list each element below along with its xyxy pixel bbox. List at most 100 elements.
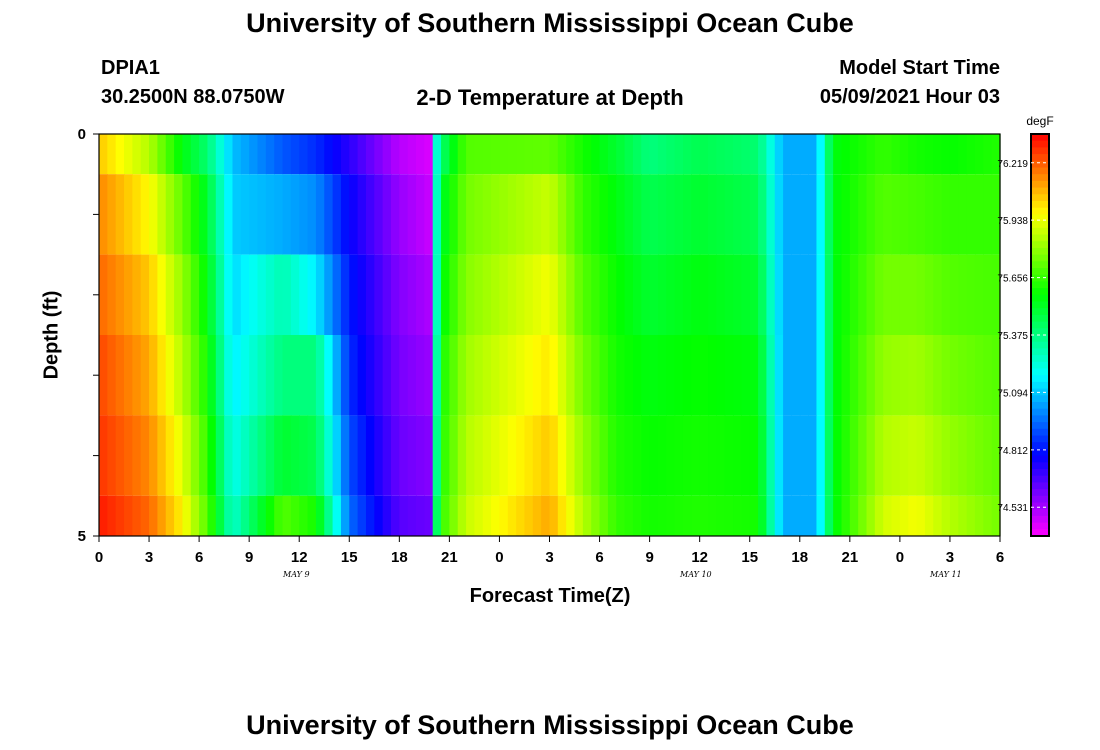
heatmap-cell <box>140 134 150 175</box>
heatmap-cell <box>607 174 617 255</box>
heatmap-cell <box>240 495 250 536</box>
colorbar-segment <box>1031 348 1049 356</box>
heatmap-cell <box>124 335 133 416</box>
heatmap-cell <box>908 335 918 416</box>
heatmap-cell <box>891 134 901 175</box>
heatmap-cell <box>507 415 517 496</box>
heatmap-cell <box>382 134 392 175</box>
heatmap-cell <box>199 335 209 416</box>
heatmap-cell <box>833 335 843 416</box>
heatmap-cell <box>290 335 300 416</box>
heatmap-cell <box>649 335 659 416</box>
heatmap-cell <box>332 134 342 175</box>
heatmap-cell <box>566 495 576 536</box>
heatmap-cell <box>966 254 976 335</box>
x-tick-label: 9 <box>645 549 653 566</box>
heatmap-cell <box>632 174 642 255</box>
heatmap-cell <box>607 495 617 536</box>
heatmap-cell <box>265 415 275 496</box>
heatmap-cell <box>607 415 617 496</box>
heatmap-cell <box>733 495 742 536</box>
colorbar-segment <box>1031 221 1049 229</box>
heatmap-cell <box>557 415 567 496</box>
heatmap-cell <box>983 134 993 175</box>
heatmap-cell <box>983 335 993 416</box>
colorbar-segment <box>1031 207 1049 215</box>
x-tick-label: 6 <box>996 549 1004 566</box>
heatmap-cell <box>783 415 793 496</box>
heatmap-cell <box>407 174 417 255</box>
heatmap-cell <box>941 335 951 416</box>
heatmap-cell <box>532 335 542 416</box>
heatmap-cell <box>182 174 192 255</box>
heatmap-cell <box>265 254 275 335</box>
heatmap-cell <box>774 174 784 255</box>
heatmap-cell <box>424 495 434 536</box>
heatmap-cell <box>174 254 184 335</box>
heatmap-cell <box>416 335 425 416</box>
heatmap-cell <box>891 335 901 416</box>
heatmap-cell <box>416 174 425 255</box>
y-axis-title: Depth (ft) <box>40 290 63 380</box>
heatmap-cell <box>274 495 284 536</box>
heatmap-cell <box>766 415 776 496</box>
heatmap-cell <box>432 415 442 496</box>
heatmap-cell <box>657 335 667 416</box>
heatmap-cell <box>899 134 909 175</box>
heatmap-cell <box>240 174 250 255</box>
heatmap-cell <box>858 134 868 175</box>
heatmap-cell <box>374 174 384 255</box>
heatmap-cell <box>908 495 918 536</box>
heatmap-cell <box>949 495 959 536</box>
heatmap-cell <box>983 174 993 255</box>
heatmap-cell <box>783 134 793 175</box>
colorbar-segment <box>1031 194 1049 202</box>
colorbar-tick-label: 75.938 <box>997 216 1028 227</box>
heatmap-cell <box>174 415 184 496</box>
heatmap-cell <box>99 495 108 536</box>
heatmap-cell <box>824 415 834 496</box>
heatmap-cell <box>524 495 534 536</box>
heatmap-cell <box>758 495 767 536</box>
heatmap-cell <box>808 174 818 255</box>
heatmap-cell <box>682 495 692 536</box>
heatmap-cell <box>249 254 259 335</box>
heatmap-cell <box>474 495 484 536</box>
heatmap-cell <box>858 335 868 416</box>
heatmap-cell <box>766 254 776 335</box>
heatmap-cell <box>249 335 259 416</box>
heatmap-cell <box>724 495 734 536</box>
colorbar-segment <box>1031 254 1049 262</box>
heatmap-cell <box>833 174 843 255</box>
heatmap-cell <box>908 415 918 496</box>
heatmap-cell <box>666 495 676 536</box>
heatmap-cell <box>107 254 117 335</box>
heatmap-cell <box>149 495 158 536</box>
heatmap-cell <box>165 134 175 175</box>
heatmap-cell <box>541 415 551 496</box>
heatmap-cell <box>741 335 751 416</box>
colorbar-segment <box>1031 187 1049 195</box>
heatmap-cell <box>799 335 809 416</box>
heatmap-cell <box>349 415 359 496</box>
heatmap-cell <box>449 254 459 335</box>
heatmap-cell <box>207 335 217 416</box>
heatmap-cell <box>666 254 676 335</box>
heatmap-cell <box>682 174 692 255</box>
heatmap-cell <box>958 335 968 416</box>
heatmap-cell <box>758 254 767 335</box>
heatmap-cell <box>290 174 300 255</box>
heatmap-cell <box>941 495 951 536</box>
heatmap-cell <box>657 415 667 496</box>
heatmap-cell <box>340 174 350 255</box>
x-tick-label: 18 <box>391 549 408 566</box>
colorbar-segment <box>1031 174 1049 182</box>
colorbar-segment <box>1031 469 1049 477</box>
heatmap-cell <box>466 495 476 536</box>
plot-title: 2-D Temperature at Depth <box>416 85 684 110</box>
heatmap-cell <box>532 495 542 536</box>
heatmap-cell <box>841 495 851 536</box>
heatmap-cell <box>808 335 818 416</box>
model-start-value: 05/09/2021 Hour 03 <box>819 86 1000 108</box>
heatmap-cell <box>507 495 517 536</box>
